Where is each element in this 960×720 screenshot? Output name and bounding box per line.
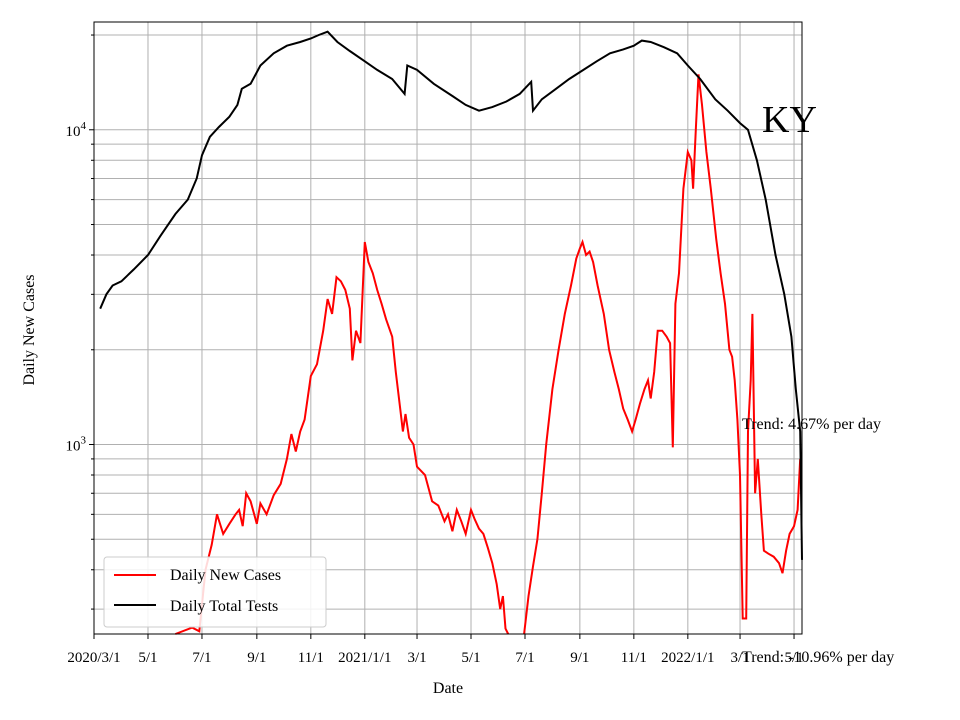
y-tick-label: 104: [66, 120, 87, 140]
legend-label-daily-new-cases: Daily New Cases: [170, 567, 281, 584]
x-tick-label: 11/1: [298, 650, 324, 666]
y-axis-ticks: 103 104: [66, 34, 94, 610]
legend-label-daily-total-tests: Daily Total Tests: [170, 598, 278, 615]
x-tick-label: 9/1: [570, 650, 589, 666]
x-axis-title: Date: [433, 680, 463, 697]
x-tick-label: 3/1: [730, 650, 749, 666]
x-tick-label: 7/1: [515, 650, 534, 666]
series-line-daily-new-cases-2: [523, 74, 802, 635]
x-tick-label: 7/1: [192, 650, 211, 666]
plot-frame: [93, 21, 803, 635]
x-tick-label: 2020/3/1: [67, 650, 120, 666]
trend-cases-annotation: Trend: 4.67% per day: [742, 416, 881, 433]
y-tick-label: 103: [66, 435, 87, 455]
series-line-daily-total-tests: [99, 30, 803, 560]
series-line-daily-new-cases: [175, 241, 510, 635]
x-tick-label: 5/1: [461, 650, 480, 666]
legend: Daily New Cases Daily Total Tests: [103, 556, 327, 628]
x-axis-ticks: 2020/3/1 5/1 7/1 9/1 11/1 2021/1/1 3/1 5/1 7/1 9/…: [67, 634, 804, 666]
x-tick-label: 2022/1/1: [661, 650, 714, 666]
legend-box: [103, 556, 327, 628]
x-tick-label: 5/1: [784, 650, 803, 666]
x-tick-label: 2021/1/1: [338, 650, 391, 666]
state-label: KY: [762, 99, 817, 141]
x-tick-label: 5/1: [138, 650, 157, 666]
trend-tests-annotation: Trend: -10.96% per day: [742, 649, 894, 666]
x-tick-label: 3/1: [407, 650, 426, 666]
series-lines: [99, 30, 803, 635]
y-axis-title: Daily New Cases: [21, 274, 38, 385]
x-tick-label: 9/1: [247, 650, 266, 666]
x-tick-label: 11/1: [621, 650, 647, 666]
